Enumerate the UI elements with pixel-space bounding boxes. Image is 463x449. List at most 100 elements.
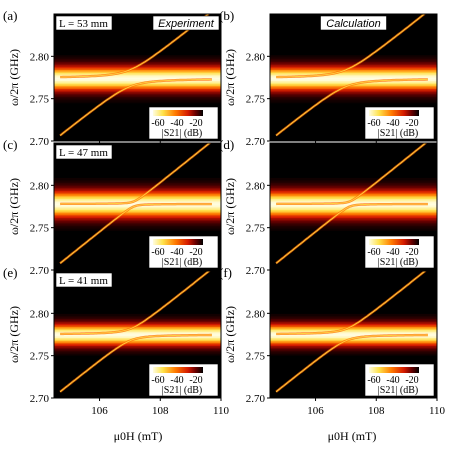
- band-strip: [270, 184, 437, 187]
- lower-branch: [275, 203, 428, 264]
- band-strip: [270, 67, 437, 70]
- upper-branch: [276, 143, 427, 205]
- band-strip: [54, 313, 221, 316]
- band-strip: [270, 79, 437, 82]
- colorbar-tick-label: -40: [170, 375, 183, 386]
- colorbar-tick-label: -60: [151, 247, 164, 258]
- band-strip: [270, 87, 437, 90]
- colorbar-label: |S21| (dB): [162, 257, 202, 268]
- y-tick-label: 2.80: [246, 180, 266, 192]
- x-tick-label: 110: [429, 405, 446, 417]
- panel-letter: (f): [219, 265, 232, 280]
- band-strip: [270, 350, 437, 353]
- band-strip: [54, 350, 221, 353]
- band-strip: [54, 193, 221, 196]
- band-strip: [270, 56, 437, 59]
- band-strip: [270, 98, 437, 101]
- band-strip: [270, 351, 437, 354]
- lower-branch: [59, 203, 212, 264]
- band-strip: [54, 345, 221, 348]
- band-strip: [54, 192, 221, 195]
- band-strip: [54, 61, 221, 64]
- band-strip: [270, 55, 437, 58]
- panel-d: 2.70 2.75 2.80 ω/2π (GHz) (d) -60 -40 -20|S21| …: [219, 137, 438, 277]
- panel-letter: (d): [219, 137, 234, 152]
- band-strip: [270, 63, 437, 66]
- upper-branch: [276, 271, 426, 335]
- colorbar-tick-label: -20: [405, 247, 418, 258]
- band-strip: [270, 212, 437, 215]
- band-strip: [270, 317, 437, 320]
- colorbar: [369, 110, 419, 116]
- colorbar-tick-label: -40: [386, 247, 399, 258]
- y-tick-label: 2.75: [246, 223, 266, 235]
- band-strip: [270, 60, 437, 63]
- band-strip: [54, 189, 221, 192]
- y-tick-label: 2.80: [30, 180, 50, 192]
- panels-layer: 2.70 2.75 2.80 ω/2π (GHz) (a) L = 53 mm Experi…: [3, 8, 446, 417]
- y-tick-label: 2.80: [30, 51, 50, 63]
- band-strip: [270, 182, 437, 185]
- lower-branch: [59, 78, 212, 136]
- band-strip: [270, 93, 437, 96]
- band-strip: [54, 334, 221, 337]
- band-strip: [270, 313, 437, 316]
- band-strip: [54, 99, 221, 102]
- tag-box: [152, 15, 220, 31]
- y-tick-label: 2.80: [246, 308, 266, 320]
- length-label-box: [55, 272, 113, 288]
- band-strip: [270, 345, 437, 348]
- tag-box: [320, 15, 387, 31]
- band-strip: [54, 98, 221, 101]
- band-strip: [54, 332, 221, 335]
- band-strip: [54, 219, 221, 222]
- x-axis-label-left: μ0H (mT): [114, 429, 163, 443]
- band-strip: [54, 211, 221, 214]
- y-tick-label: 2.75: [246, 351, 266, 363]
- colorbar: [369, 239, 419, 245]
- band-strip: [270, 228, 437, 231]
- band-strip: [54, 79, 221, 82]
- band-strip: [270, 223, 437, 226]
- band-strip: [54, 347, 221, 350]
- band-strip: [270, 201, 437, 204]
- y-tick-label: 2.75: [30, 94, 50, 106]
- plot-frame: [269, 270, 438, 399]
- dispersion-lines: [59, 271, 212, 393]
- y-tick-label: 2.80: [30, 308, 50, 320]
- band-strip: [54, 195, 221, 198]
- band-strip: [270, 91, 437, 94]
- y-tick-label: 2.70: [246, 393, 266, 405]
- plot-frame: [53, 13, 222, 142]
- band-strip: [270, 72, 437, 75]
- band-strip: [270, 339, 437, 342]
- y-tick-label: 2.70: [30, 136, 50, 148]
- band-strip: [270, 208, 437, 211]
- y-axis-label: ω/2π (GHz): [223, 178, 237, 235]
- colorbar-tick-label: -60: [151, 118, 164, 129]
- band-strip: [270, 220, 437, 223]
- band-strip: [270, 329, 437, 332]
- band-strip: [54, 209, 221, 212]
- band-strip: [54, 329, 221, 332]
- panel-letter: (a): [3, 8, 17, 23]
- band-strip: [54, 317, 221, 320]
- band-strip: [54, 225, 221, 228]
- band-strip: [54, 177, 221, 180]
- upper-branch: [276, 14, 426, 78]
- band-strip: [54, 321, 221, 324]
- band-strip: [54, 187, 221, 190]
- upper-branch: [60, 271, 210, 335]
- panel-e: 2.70 2.75 2.80 106 108 110 ω/2π (GHz) (e) L = 41…: [3, 265, 230, 417]
- colorbar-tick-label: -20: [189, 118, 202, 129]
- band-strip: [270, 179, 437, 182]
- panel-letter: (b): [219, 8, 234, 23]
- band-strip: [270, 222, 437, 225]
- band-strip: [270, 190, 437, 193]
- x-tick-label: 106: [307, 405, 324, 417]
- colorbar-label: |S21| (dB): [162, 385, 202, 396]
- band-strip: [270, 320, 437, 323]
- colorbar: [153, 110, 203, 116]
- band-strip: [270, 189, 437, 192]
